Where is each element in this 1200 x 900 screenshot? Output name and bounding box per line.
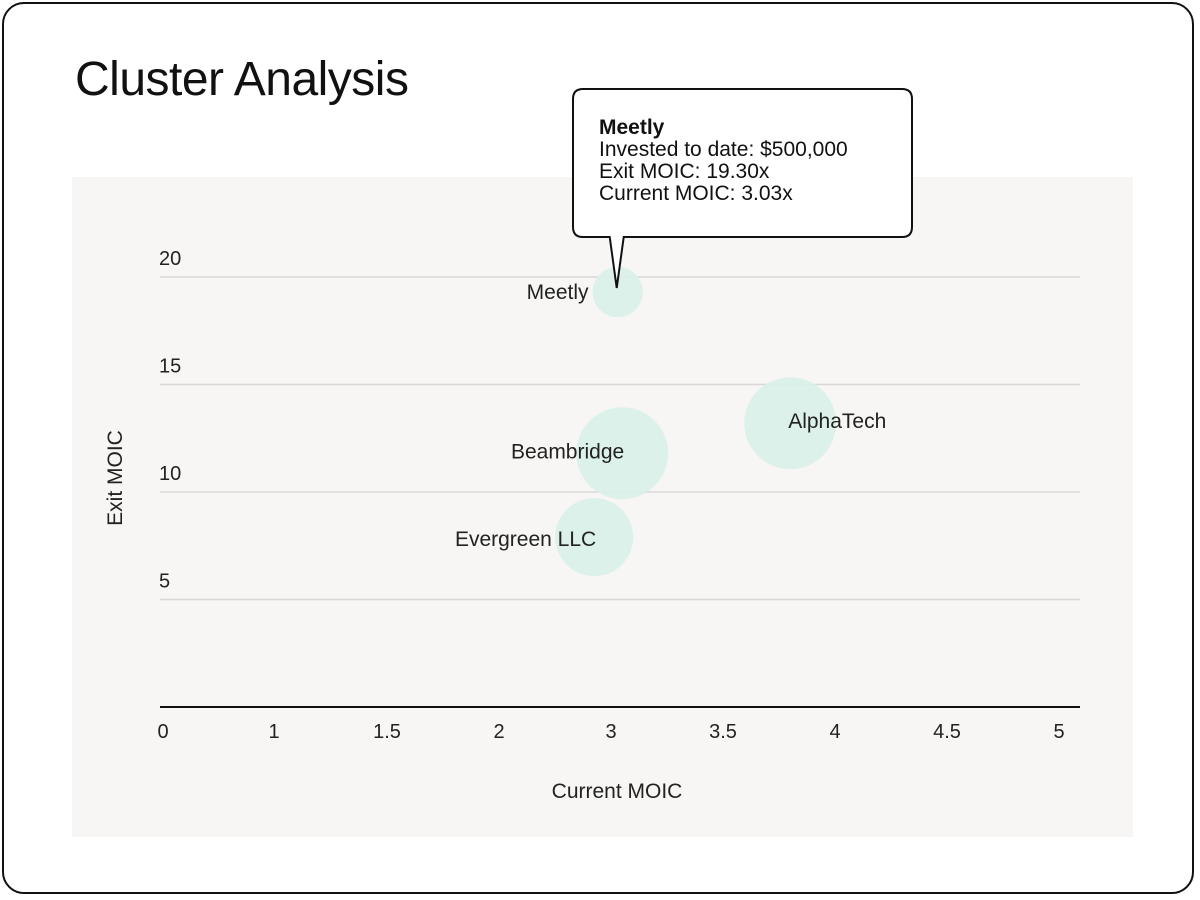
bubble-label: Meetly xyxy=(527,281,589,304)
bubbles xyxy=(555,266,837,577)
y-tick-label: 20 xyxy=(159,248,181,270)
bubble-labels: Meetly Beambridge AlphaTech Evergreen LLC xyxy=(455,281,886,551)
page-title: Cluster Analysis xyxy=(75,53,409,106)
x-tick-label: 1 xyxy=(268,721,279,743)
axes: 5 10 15 20 0 1 1.5 2 3 3.5 4 4.5 5 Current MOIC Exit M… xyxy=(104,248,1080,803)
y-tick-label: 10 xyxy=(159,463,181,485)
x-tick-label: 4 xyxy=(829,721,840,743)
x-tick-label: 3.5 xyxy=(709,721,737,743)
y-tick-label: 5 xyxy=(159,571,170,593)
x-tick-label: 4.5 xyxy=(933,721,961,743)
bubble-evergreen-llc[interactable] xyxy=(555,498,634,577)
x-tick-label: 2 xyxy=(493,721,504,743)
x-tick-label: 0 xyxy=(157,721,168,743)
bubble-label: Beambridge xyxy=(511,440,624,463)
tooltip-line: Invested to date: $500,000 xyxy=(599,138,848,161)
x-tick-label: 1.5 xyxy=(373,721,401,743)
x-tick-label: 3 xyxy=(605,721,616,743)
tooltip-title: Meetly xyxy=(599,116,665,139)
bubble-beambridge[interactable] xyxy=(576,407,669,500)
tooltip-line: Current MOIC: 3.03x xyxy=(599,182,793,205)
tooltip-box xyxy=(572,88,913,289)
bubble-meetly[interactable] xyxy=(592,266,643,318)
x-axis-title: Current MOIC xyxy=(552,780,683,803)
y-tick-label: 15 xyxy=(159,356,181,378)
bubble-label: AlphaTech xyxy=(788,410,886,433)
x-tick-label: 5 xyxy=(1053,721,1064,743)
tooltip-line: Exit MOIC: 19.30x xyxy=(599,160,770,183)
bubble-alphatech[interactable] xyxy=(744,377,837,470)
y-axis-title: Exit MOIC xyxy=(104,430,127,526)
bubble-label: Evergreen LLC xyxy=(455,528,596,551)
